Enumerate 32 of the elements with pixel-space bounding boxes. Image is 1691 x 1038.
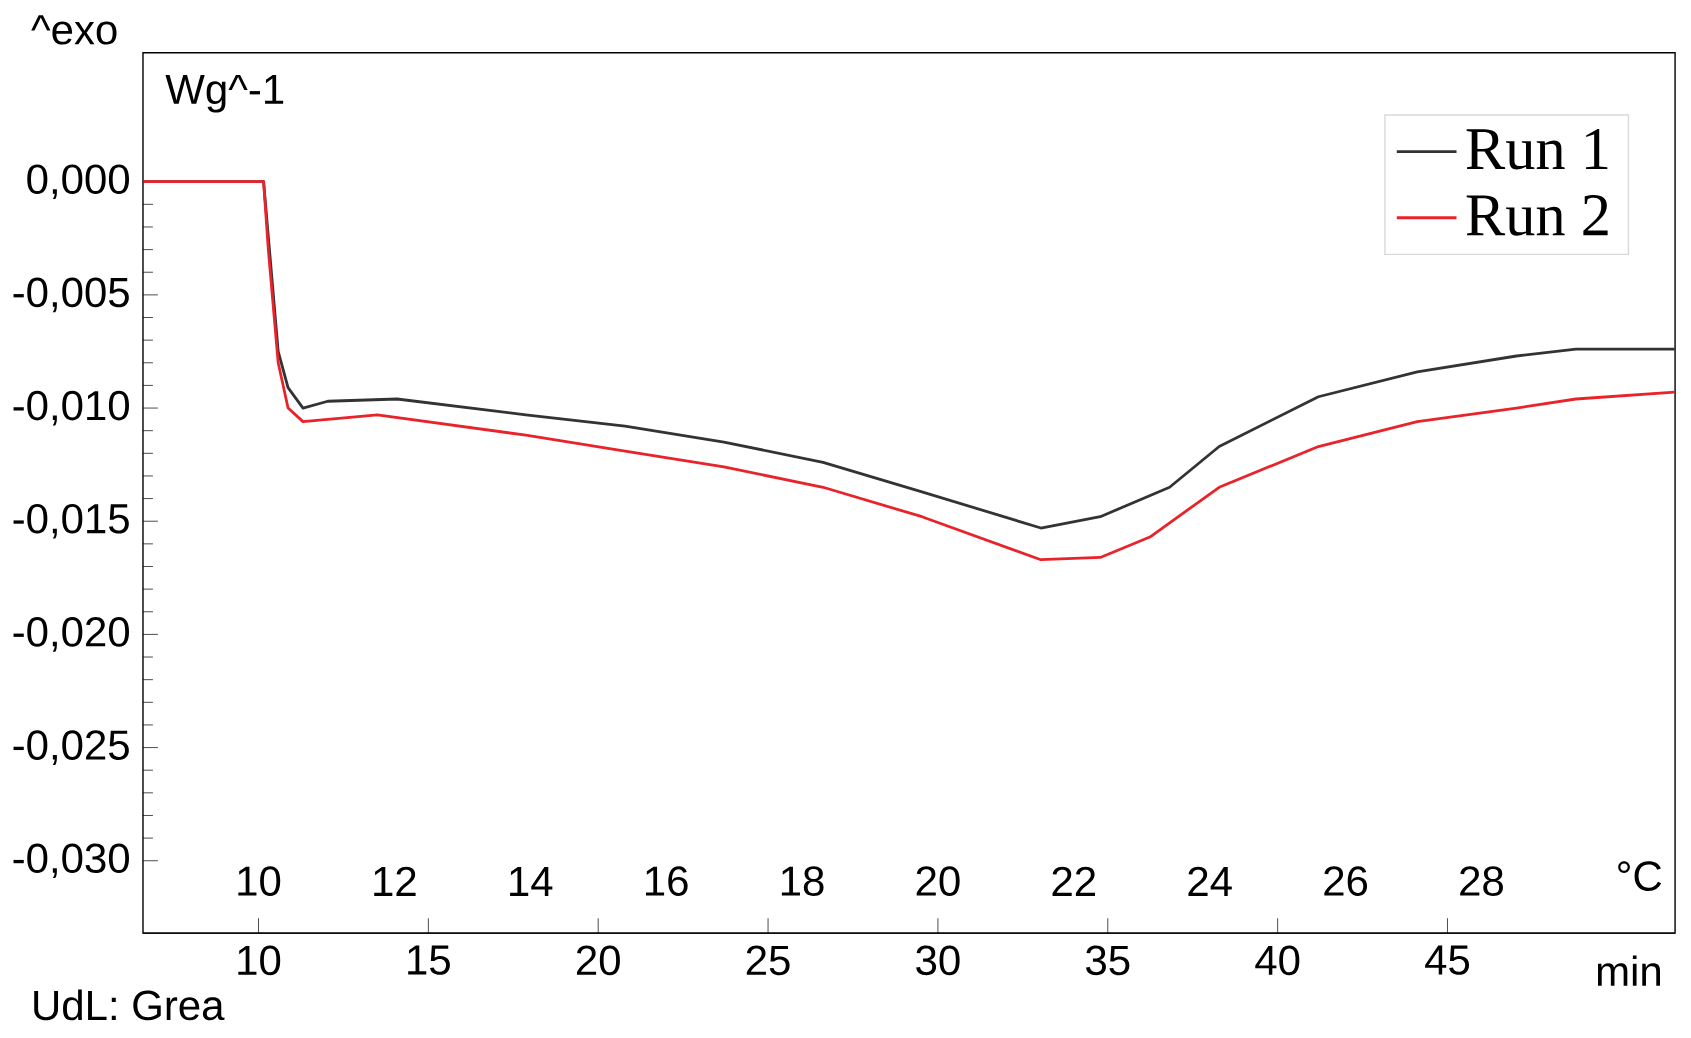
x-tick-label: 35 bbox=[1086, 945, 1130, 976]
y-tick-label: -0,020 bbox=[13, 617, 129, 652]
y-tick-label: 0,000 bbox=[27, 164, 129, 200]
text: ^exo bbox=[31, 15, 117, 45]
x-tick-label: 25 bbox=[746, 945, 790, 976]
legend-label: Run 2 bbox=[1466, 195, 1608, 236]
legend-label: Run 1 bbox=[1466, 129, 1608, 170]
x-tick-label: 30 bbox=[916, 945, 960, 976]
y-tick-label: -0,015 bbox=[13, 504, 129, 539]
x2-tick-label: 26 bbox=[1324, 866, 1368, 897]
x2-tick-label: 14 bbox=[510, 867, 553, 897]
y-tick-label: -0,010 bbox=[13, 390, 129, 426]
x2-tick-label: 20 bbox=[916, 866, 960, 897]
x2-tick-label: 18 bbox=[781, 866, 824, 897]
x2-tick-label: 12 bbox=[374, 866, 416, 897]
x-tick-label: 40 bbox=[1255, 945, 1300, 976]
y-tick-label: -0,030 bbox=[13, 843, 129, 879]
y-tick-label: -0,025 bbox=[13, 730, 129, 766]
x-tick-label: 45 bbox=[1425, 945, 1470, 975]
x2-tick-label: 28 bbox=[1460, 866, 1503, 897]
x2-axis-title: °C bbox=[1618, 861, 1662, 892]
y-axis-title: Wg^-1 bbox=[165, 75, 284, 113]
x-tick-label: 15 bbox=[408, 945, 450, 975]
x2-tick-label: 16 bbox=[645, 866, 688, 897]
x2-tick-label: 24 bbox=[1188, 866, 1232, 897]
x-tick-label: 10 bbox=[238, 945, 281, 976]
text: UdL: Grea bbox=[34, 989, 225, 1021]
x-tick-label: 20 bbox=[576, 945, 620, 976]
x-axis-title: min bbox=[1597, 955, 1661, 987]
x2-tick-label: 22 bbox=[1052, 866, 1096, 897]
x2-tick-label: 10 bbox=[238, 866, 281, 897]
y-tick-label: -0,005 bbox=[13, 277, 129, 313]
